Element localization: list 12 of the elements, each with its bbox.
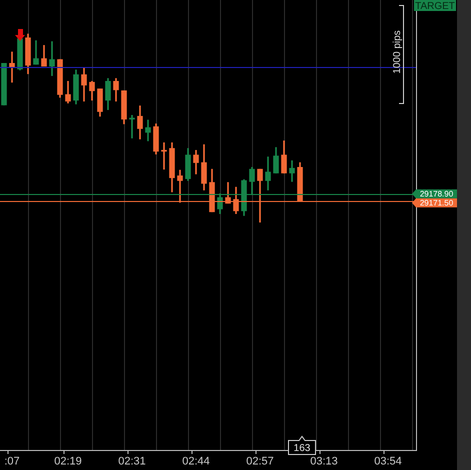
annotation: TARGET <box>415 0 455 12</box>
x-tick-label: 02:31 <box>118 456 146 468</box>
x-tick-label: 03:13 <box>310 456 338 468</box>
x-tick-label: :07 <box>4 456 20 468</box>
x-tick-label: 02:44 <box>182 456 210 468</box>
x-tick-label: 02:57 <box>246 456 274 468</box>
ref-line-label: 29171.50 <box>420 198 454 208</box>
x-tick-label: 03:54 <box>374 456 402 468</box>
x-tick-label: 02:19 <box>54 456 82 468</box>
annotation: 163 <box>294 442 311 454</box>
ref-line-label: 29178.90 <box>420 190 454 199</box>
annotation: 1000 pips <box>392 30 403 74</box>
